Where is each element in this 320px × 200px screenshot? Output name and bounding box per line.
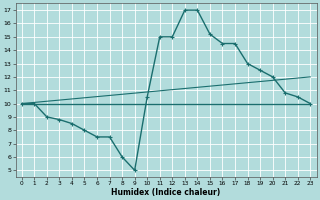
X-axis label: Humidex (Indice chaleur): Humidex (Indice chaleur) [111,188,221,197]
